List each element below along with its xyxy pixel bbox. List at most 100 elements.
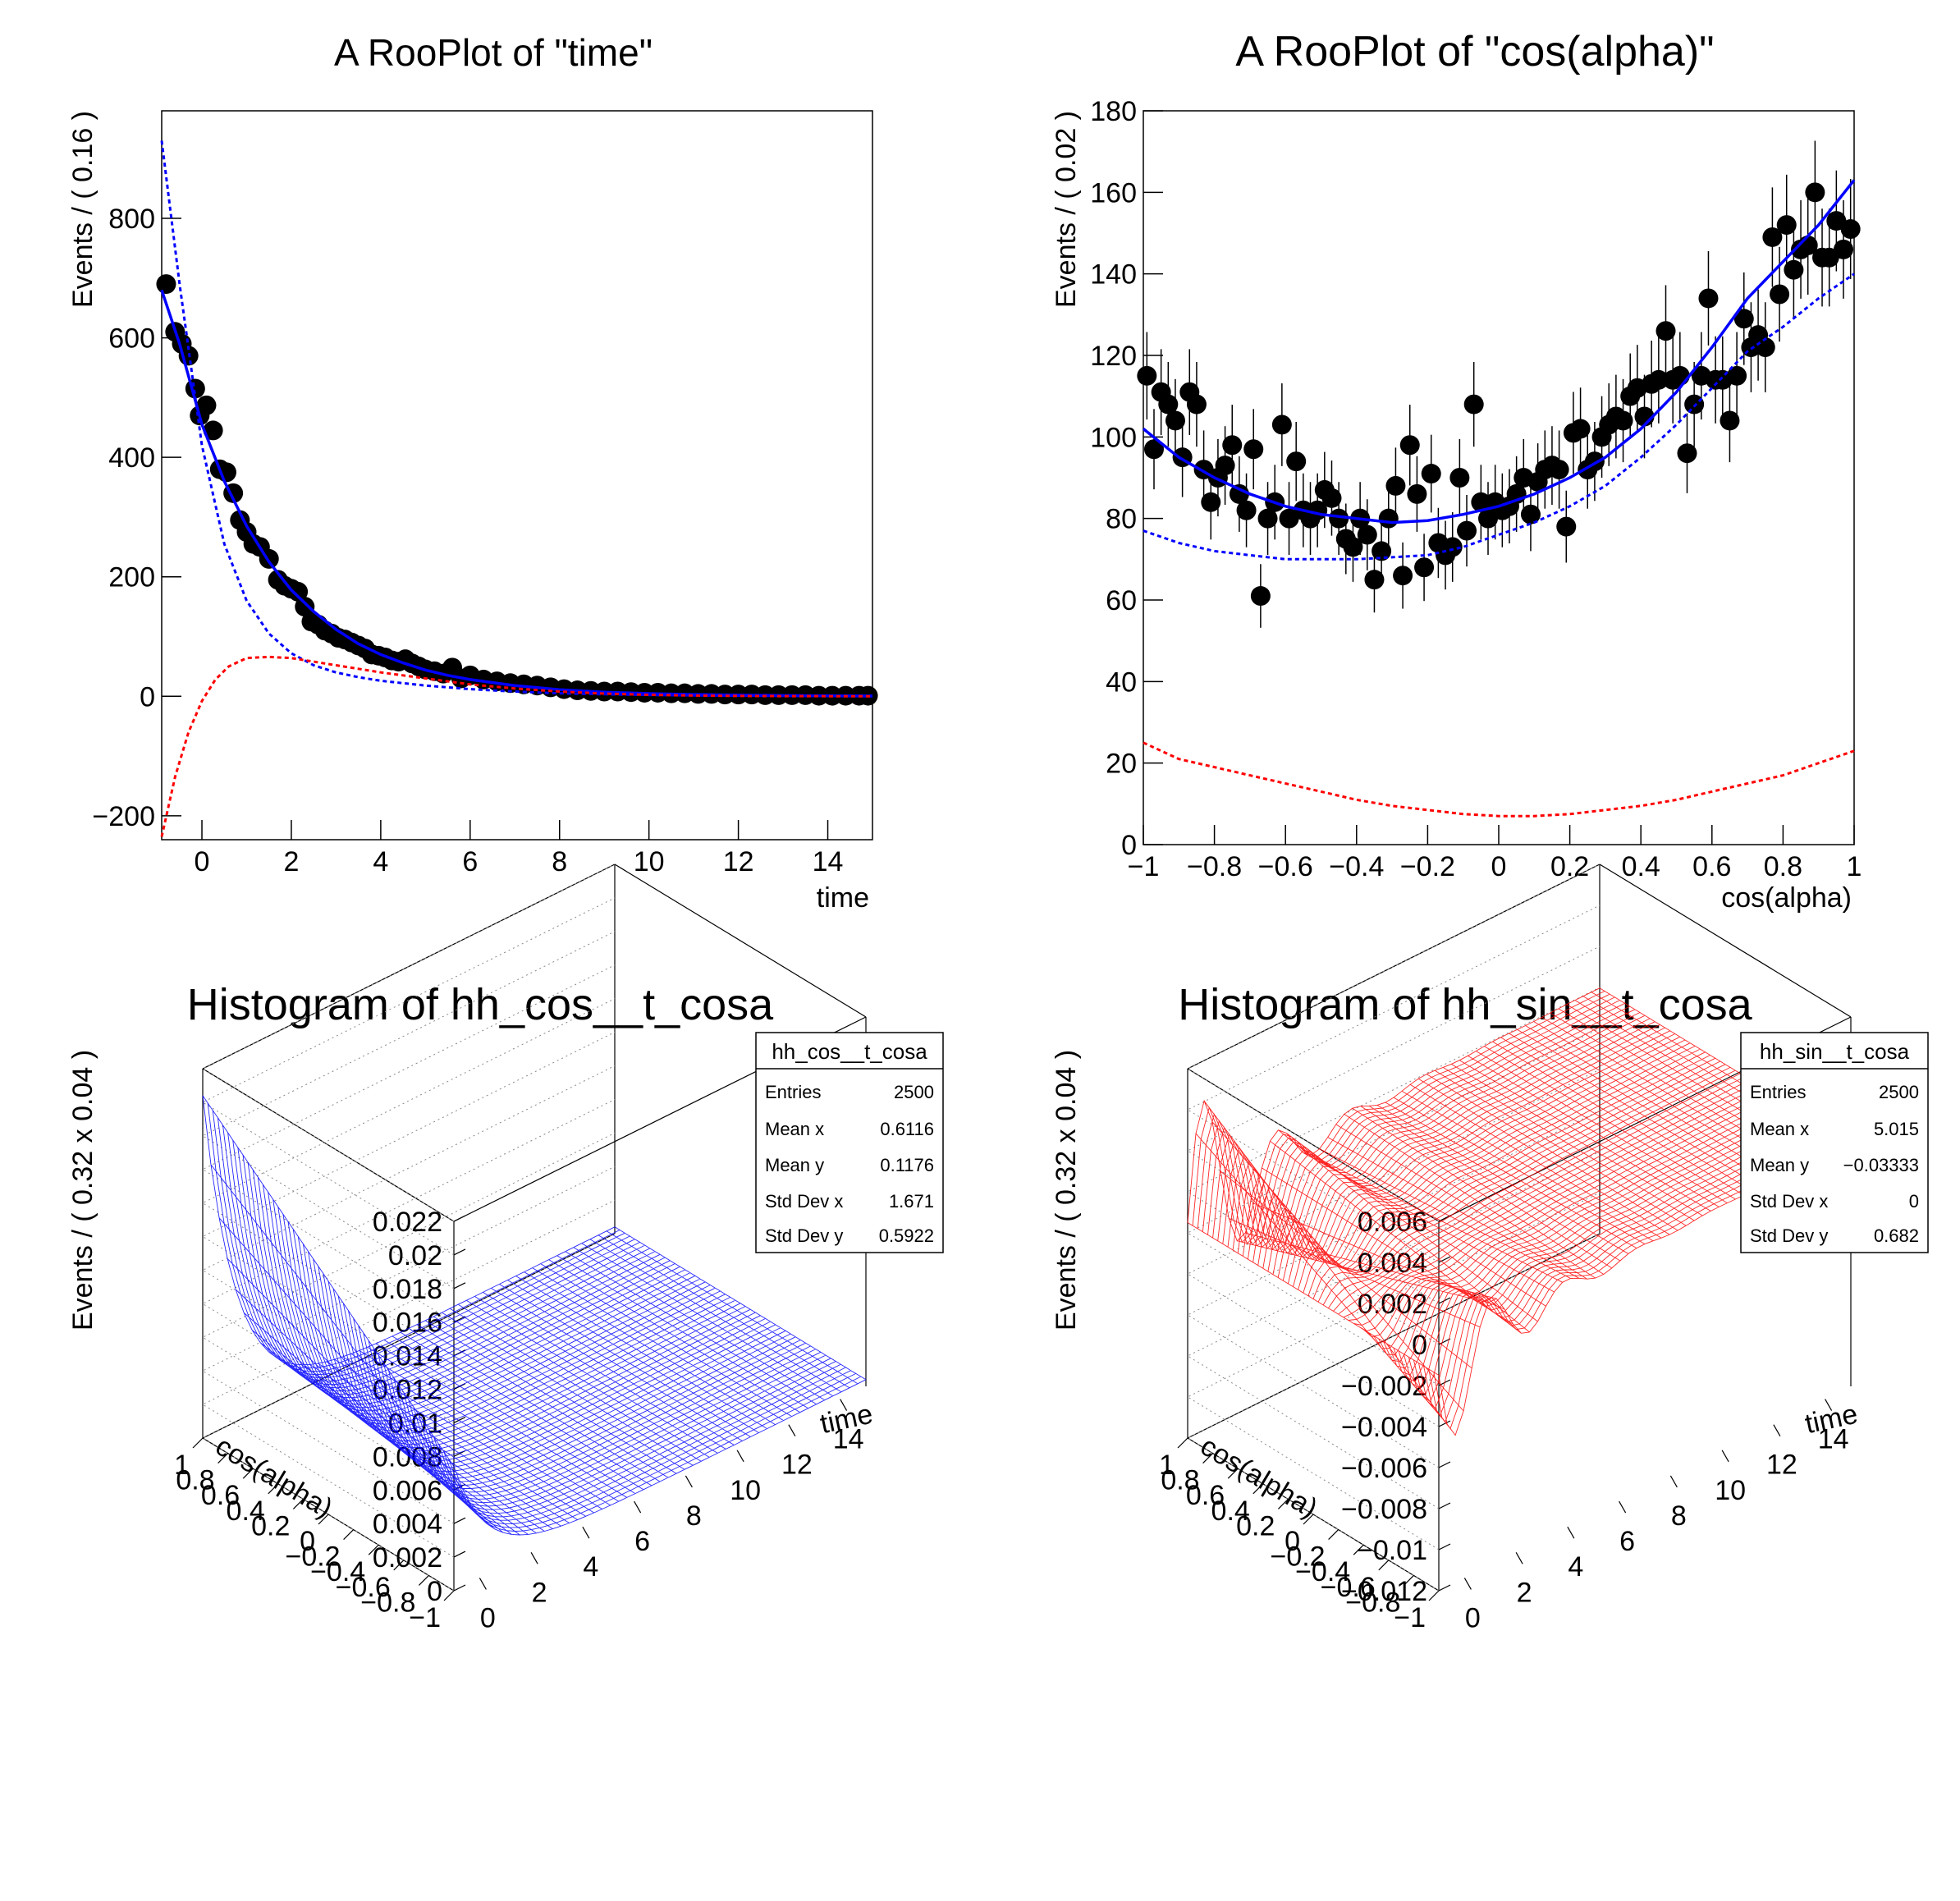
y-tick-label: −0.6 xyxy=(1321,1572,1376,1603)
y-tick-label: −0.4 xyxy=(310,1556,365,1587)
x-axis-label: cos(alpha) xyxy=(1721,882,1852,914)
data-point xyxy=(1655,321,1676,341)
y-axis-label: Events / ( 0.16 ) xyxy=(67,111,98,308)
panel-time-rooplot: A RooPlot of "time" 0 2 4 6 8 10 12 14 −200 0 200 4… xyxy=(67,31,878,914)
x-tick-label: 0.8 xyxy=(1764,851,1802,882)
data-point xyxy=(1471,492,1491,512)
surface-mesh xyxy=(1187,987,1852,1436)
data-point xyxy=(1257,508,1278,529)
z-tick-label: −0.006 xyxy=(1341,1453,1427,1484)
y-tick-label: 0.8 xyxy=(1161,1465,1199,1496)
y-tick xyxy=(368,1544,379,1555)
data-point xyxy=(1733,309,1754,329)
y-tick xyxy=(1303,1514,1314,1525)
plot-area: 0 2 4 6 8 10 12 14 −200 0 200 400 600 800 xyxy=(92,140,878,877)
data-point xyxy=(1457,520,1477,541)
data-point xyxy=(1143,439,1164,460)
x-tick-label: 10 xyxy=(634,846,665,877)
fit-curve xyxy=(160,289,873,698)
x-tick xyxy=(840,1399,848,1411)
data-point xyxy=(1776,215,1797,236)
data-point xyxy=(1805,182,1825,203)
data-point xyxy=(1684,394,1705,415)
data-point xyxy=(1720,410,1740,431)
y-tick xyxy=(443,1590,455,1601)
z-tick-label: 0.02 xyxy=(388,1240,442,1271)
y-tick xyxy=(1403,1574,1414,1586)
plot-area: −1 −0.8 −0.6 −0.4 −0.2 0 0.2 0.4 0.6 0.8 1 0 20 40 60 8… xyxy=(1090,96,1862,882)
y-tick-label: −1 xyxy=(409,1602,441,1633)
z-tick xyxy=(453,1584,466,1592)
panel-cosalpha-rooplot: A RooPlot of "cos(alpha)" −1 −0.8 −0.6 −0.4… xyxy=(1051,28,1862,914)
y-tick xyxy=(292,1498,304,1509)
grid-line xyxy=(201,863,616,1222)
component-curve xyxy=(160,655,873,837)
z-tick-label: 0.006 xyxy=(373,1475,442,1506)
y-tick xyxy=(393,1560,405,1571)
z-tick-label: 0 xyxy=(1412,1330,1427,1361)
x-tick-label: 4 xyxy=(373,846,388,877)
data-point xyxy=(1165,410,1185,431)
z-axis-label: Events / ( 0.32 x 0.04 ) xyxy=(1051,1050,1082,1331)
y-tick-label: 40 xyxy=(1106,666,1137,698)
y-tick-label: 140 xyxy=(1090,259,1137,291)
x-tick-label: 8 xyxy=(552,846,567,877)
data-point xyxy=(1669,365,1690,386)
data-point xyxy=(295,597,315,617)
data-point xyxy=(1250,586,1271,607)
stats-box: hh_sin__t_cosa Entries 2500 Mean x 5.015… xyxy=(1740,1032,1929,1253)
y-tick-label: 0.4 xyxy=(1211,1496,1250,1527)
y-tick-label: −0.4 xyxy=(1295,1556,1350,1587)
x-tick-label: 12 xyxy=(781,1450,813,1481)
data-point xyxy=(1399,435,1420,456)
y-tick-label: −0.8 xyxy=(360,1587,415,1618)
x-tick xyxy=(1669,1475,1678,1488)
x-tick-label: 0 xyxy=(195,846,210,877)
z-tick-label: 0.018 xyxy=(373,1274,442,1305)
x-tick-label: 6 xyxy=(1619,1526,1635,1557)
stats-box: hh_cos__t_cosa Entries 2500 Mean x 0.611… xyxy=(755,1032,944,1253)
x-tick-label: 0 xyxy=(1465,1602,1481,1633)
fit-curve xyxy=(1142,179,1856,524)
stats-label: Mean y xyxy=(1750,1155,1809,1175)
z-tick-label: 0.002 xyxy=(1358,1289,1427,1320)
panel-sin-surface: Histogram of hh_sin__t_cosa −0.012−0.01−… xyxy=(1051,863,1929,1633)
data-point xyxy=(1158,394,1179,415)
y-tick xyxy=(343,1529,355,1541)
plot-area-3d: −0.012 −0.01 −0.008 −0.006 −0.004 −0.002 0 0.00… xyxy=(1159,863,1861,1633)
data-point xyxy=(1243,439,1264,460)
chart-title: A RooPlot of "cos(alpha)" xyxy=(1235,28,1714,76)
component-curve xyxy=(1143,273,1855,561)
stats-value: 1.671 xyxy=(889,1191,934,1212)
stats-frame xyxy=(1740,1032,1929,1253)
x-tick-label: −0.6 xyxy=(1258,851,1313,882)
data-point xyxy=(1727,365,1747,386)
x-tick-label: 6 xyxy=(462,846,478,877)
y-tick-label: 0.2 xyxy=(1236,1510,1275,1541)
y-tick-label: 1 xyxy=(174,1450,190,1481)
chart-title: Histogram of hh_sin__t_cosa xyxy=(1178,980,1752,1029)
y-tick xyxy=(1328,1529,1339,1541)
data-point xyxy=(1385,475,1406,496)
y-tick-label: −0.2 xyxy=(285,1541,340,1573)
y-tick-label: −200 xyxy=(92,801,155,832)
y-tick xyxy=(1252,1483,1264,1495)
stats-label: Entries xyxy=(765,1082,821,1102)
y-tick-label: 0.8 xyxy=(176,1465,214,1496)
z-tick xyxy=(1438,1256,1451,1263)
y-tick-label: 0.6 xyxy=(201,1480,240,1511)
y-tick-label: 1 xyxy=(1159,1450,1175,1481)
z-tick-label: 0.002 xyxy=(373,1542,442,1573)
y-tick xyxy=(1353,1544,1364,1555)
data-point xyxy=(1343,537,1363,557)
data-point xyxy=(1834,239,1854,259)
z-axis-label: Events / ( 0.32 x 0.04 ) xyxy=(67,1050,98,1331)
z-tick-label: −0.01 xyxy=(1357,1535,1427,1566)
x-tick-label: 14 xyxy=(1818,1424,1849,1455)
x-tick-label: −1 xyxy=(1128,851,1160,882)
data-point xyxy=(156,274,176,295)
data-point xyxy=(1784,259,1804,280)
data-point xyxy=(1215,456,1235,476)
z-tick-label: −0.008 xyxy=(1341,1494,1427,1525)
